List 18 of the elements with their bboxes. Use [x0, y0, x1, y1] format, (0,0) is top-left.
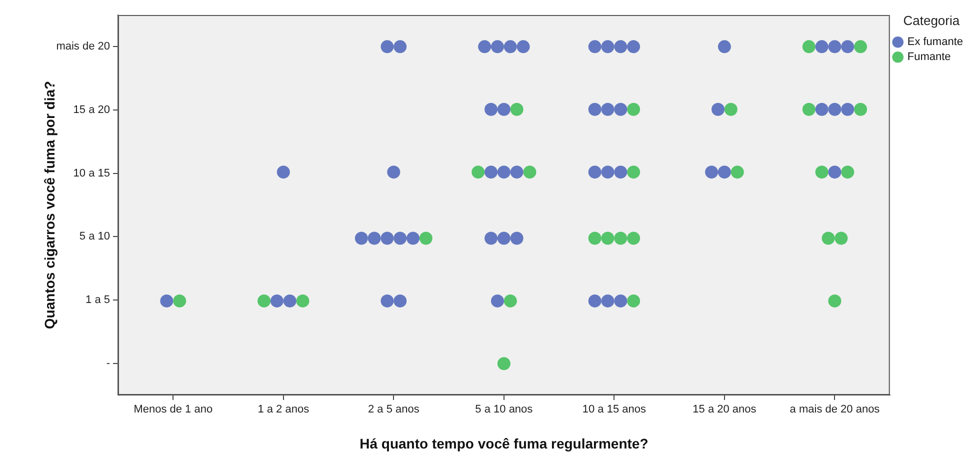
legend-label: Ex fumante	[907, 36, 963, 48]
category-label: mais de 20	[56, 40, 110, 53]
x-tick-label: 5 a 10 anos	[475, 404, 534, 416]
x-axis-title: Há quanto tempo você fuma regularmente?	[360, 435, 648, 452]
category-label: -	[106, 357, 110, 370]
x-tick-label: 1 a 2 anos	[258, 404, 310, 416]
legend-title: Categoria	[903, 13, 960, 28]
category-label: 5 a 10	[79, 230, 110, 243]
category-label: 1 a 5	[86, 294, 110, 306]
x-tick-label: 15 a 20 anos	[692, 404, 757, 416]
category-label: 15 a 20	[73, 104, 110, 116]
x-tick-label: 2 a 5 anos	[368, 404, 420, 416]
legend-label: Fumante	[907, 51, 951, 64]
x-tick-label: a mais de 20 anos	[790, 404, 880, 416]
y-axis-title: Quantos cigarros você fuma por dia?	[41, 80, 58, 330]
x-tick-label: 10 a 15 anos	[582, 404, 646, 416]
x-tick-label: Menos de 1 ano	[134, 404, 213, 416]
category-label: 10 a 15	[73, 167, 110, 180]
